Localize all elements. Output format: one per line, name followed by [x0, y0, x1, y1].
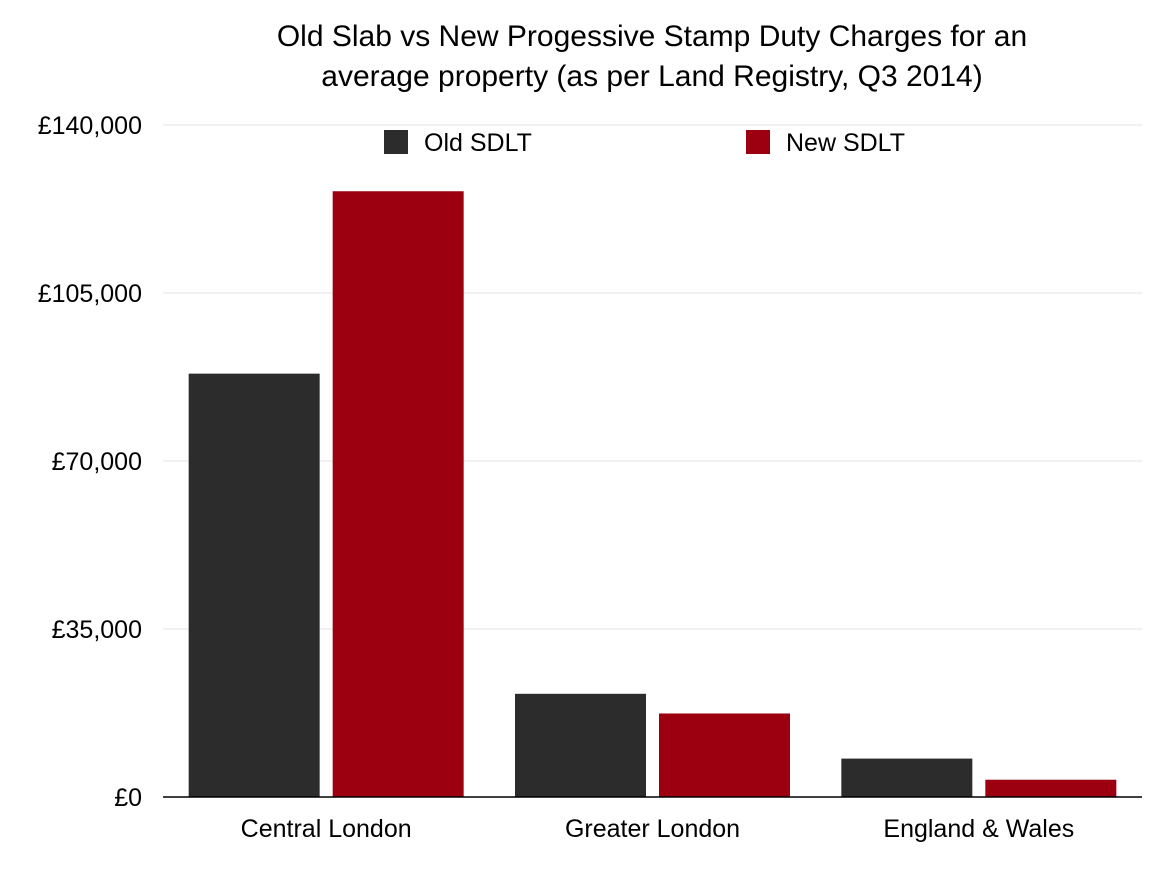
legend-label: New SDLT: [786, 129, 905, 157]
y-tick-label: £140,000: [38, 112, 142, 140]
x-tick-label: England & Wales: [883, 815, 1074, 843]
legend-label: Old SDLT: [424, 129, 532, 157]
bars: [188, 191, 1117, 798]
bar-old-sdlt-greater-london: [515, 693, 646, 797]
y-axis-tick-labels: £0 £35,000 £70,000 £105,000 £140,000: [38, 112, 142, 812]
y-tick-label: £105,000: [38, 280, 142, 308]
y-tick-label: £0: [114, 784, 142, 812]
y-tick-label: £70,000: [52, 448, 142, 476]
bar-old-sdlt-central-london: [188, 373, 320, 797]
x-tick-label: Greater London: [565, 815, 740, 843]
legend-swatch: [746, 130, 770, 154]
gridlines: [163, 124, 1142, 630]
chart-title-line-2: average property (as per Land Registry, …: [321, 60, 982, 93]
bar-old-sdlt-england-wales: [841, 758, 973, 797]
legend: Old SDLT New SDLT: [384, 129, 905, 157]
legend-swatch: [384, 130, 408, 154]
y-tick-label: £35,000: [52, 616, 142, 644]
bar-new-sdlt-greater-london: [659, 713, 790, 797]
bar-new-sdlt-central-london: [332, 191, 464, 798]
x-axis-tick-labels: Central London Greater London England & Wa…: [241, 815, 1075, 843]
bar-new-sdlt-england-wales: [985, 779, 1117, 797]
chart-title-line-1: Old Slab vs New Progessive Stamp Duty Ch…: [277, 20, 1027, 53]
x-tick-label: Central London: [241, 815, 412, 843]
chart-title: Old Slab vs New Progessive Stamp Duty Ch…: [277, 20, 1027, 93]
